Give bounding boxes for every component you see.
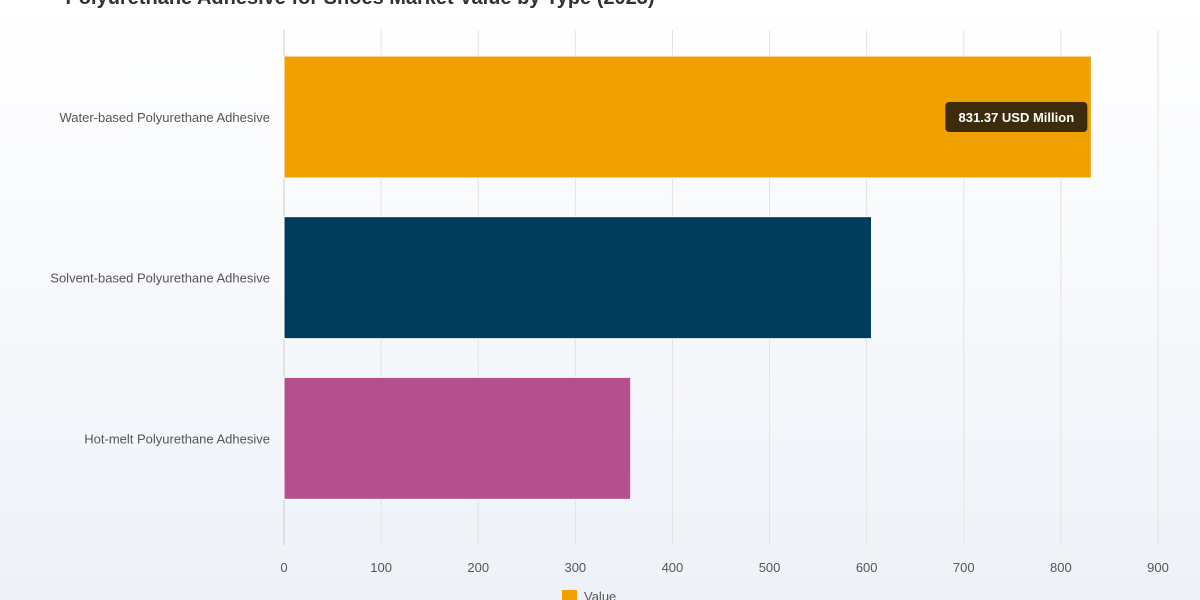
y-tick-label: Water-based Polyurethane Adhesive xyxy=(59,110,270,125)
x-tick-label: 100 xyxy=(370,560,392,575)
bar xyxy=(283,216,873,340)
x-tick-label: 600 xyxy=(856,560,878,575)
tooltip-label: 831.37 USD Million xyxy=(959,110,1075,125)
y-tick-label: Hot-melt Polyurethane Adhesive xyxy=(84,431,270,446)
y-tick-label: Solvent-based Polyurethane Adhesive xyxy=(50,271,270,286)
legend-label: Value xyxy=(584,589,616,600)
x-tick-label: 800 xyxy=(1050,560,1072,575)
x-tick-label: 200 xyxy=(467,560,489,575)
x-tick-label: 0 xyxy=(280,560,287,575)
tooltip-box xyxy=(945,102,1088,132)
bar xyxy=(283,376,632,500)
x-tick-label: 400 xyxy=(662,560,684,575)
chart-title: Polyurethane Adhesive for Shoes Market V… xyxy=(65,0,654,9)
legend-swatch xyxy=(562,590,577,600)
x-tick-label: 300 xyxy=(564,560,586,575)
x-tick-label: 500 xyxy=(759,560,781,575)
x-tick-label: 700 xyxy=(953,560,975,575)
x-tick-label: 900 xyxy=(1147,560,1169,575)
